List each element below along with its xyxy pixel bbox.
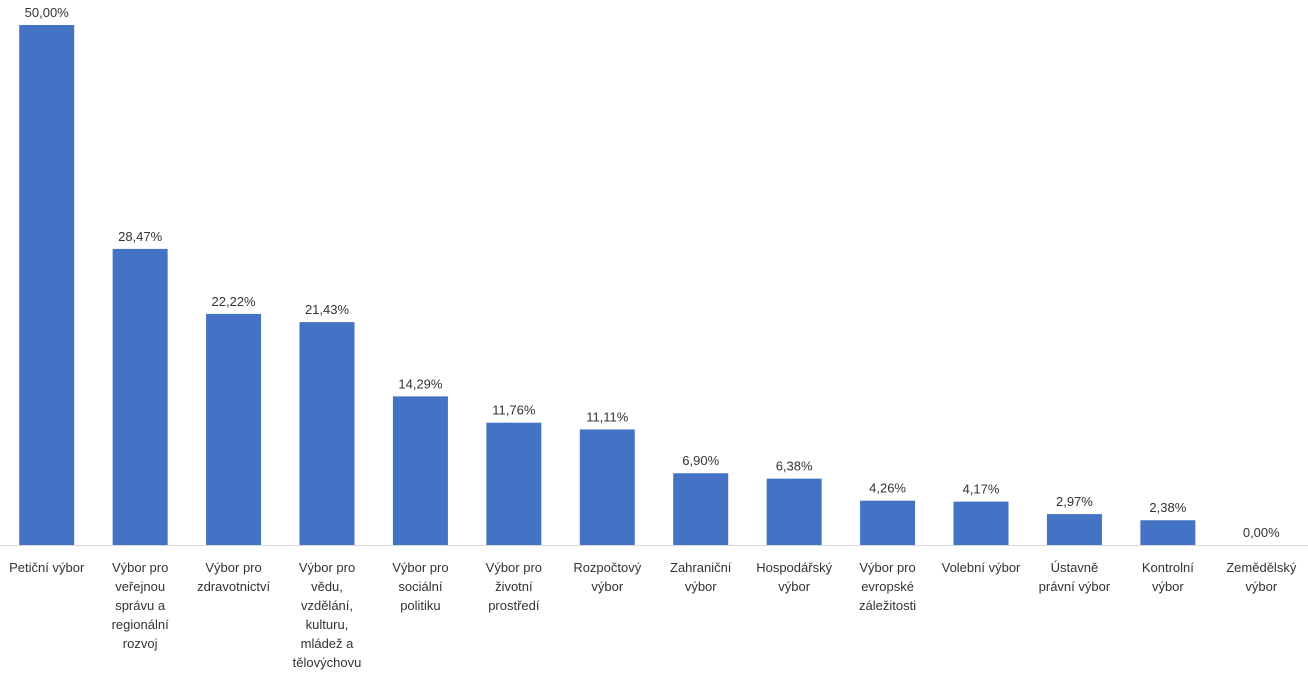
value-label-7: 6,90%: [682, 453, 719, 468]
category-label-line: výbor: [1152, 579, 1184, 594]
category-label-line: veřejnou: [115, 579, 165, 594]
value-label-6: 11,11%: [586, 409, 629, 424]
bar-5: [486, 422, 542, 545]
category-label-line: výbor: [778, 579, 810, 594]
value-label-10: 4,17%: [963, 482, 1000, 497]
category-label-7: Zahraniční výbor: [670, 560, 732, 594]
category-label-line: správu a: [115, 598, 166, 613]
category-label-line: právní výbor: [1039, 579, 1111, 594]
value-label-2: 22,22%: [212, 294, 257, 309]
value-label-11: 2,97%: [1056, 494, 1093, 509]
category-label-line: Výbor pro: [859, 560, 915, 575]
bar-2: [206, 313, 262, 545]
category-label-line: životní: [495, 579, 533, 594]
category-label-line: kulturu,: [306, 617, 349, 632]
category-label-line: Výbor pro: [486, 560, 542, 575]
category-label-4: Výbor pro sociální politiku: [392, 560, 448, 613]
value-label-13: 0,00%: [1243, 525, 1280, 540]
value-label-4: 14,29%: [398, 376, 443, 391]
bar-0: [19, 25, 75, 545]
category-label-line: evropské: [861, 579, 914, 594]
category-label-10: Volební výbor: [942, 560, 1021, 575]
category-label-line: Kontrolní: [1142, 560, 1194, 575]
category-label-line: výbor: [1245, 579, 1277, 594]
category-label-line: výbor: [591, 579, 623, 594]
category-label-line: rozvoj: [123, 636, 158, 651]
category-label-line: Ústavně: [1051, 560, 1099, 575]
value-label-3: 21,43%: [305, 302, 350, 317]
category-label-6: Rozpočtový výbor: [573, 560, 641, 594]
bars-group: [19, 25, 1196, 546]
category-label-line: Volební výbor: [942, 560, 1021, 575]
value-labels-group: 50,00% 28,47% 22,22% 21,43% 14,29% 11,76% 11,1…: [25, 5, 1280, 540]
bar-7: [673, 473, 729, 545]
category-label-line: Výbor pro: [205, 560, 261, 575]
category-label-line: politiku: [400, 598, 440, 613]
category-label-line: Výbor pro: [392, 560, 448, 575]
bar-4: [392, 396, 448, 545]
bar-8: [766, 478, 822, 545]
category-label-line: Zahraniční: [670, 560, 732, 575]
category-label-line: Petiční výbor: [9, 560, 85, 575]
value-label-1: 28,47%: [118, 229, 163, 244]
category-label-line: Výbor pro: [299, 560, 355, 575]
category-label-12: Kontrolní výbor: [1142, 560, 1194, 594]
category-label-line: regionální: [112, 617, 169, 632]
category-label-line: prostředí: [488, 598, 540, 613]
value-label-0: 50,00%: [25, 5, 70, 20]
category-label-9: Výbor pro evropské záležitosti: [859, 560, 916, 613]
category-label-2: Výbor pro zdravotnictví: [197, 560, 270, 594]
category-label-line: mládež a: [301, 636, 355, 651]
value-label-9: 4,26%: [869, 481, 906, 496]
category-label-line: Zemědělský: [1226, 560, 1297, 575]
category-label-0: Petiční výbor: [9, 560, 85, 575]
category-label-line: Hospodářský: [756, 560, 832, 575]
category-label-line: Rozpočtový: [573, 560, 641, 575]
category-label-line: vědu,: [311, 579, 343, 594]
category-label-line: sociální: [398, 579, 442, 594]
bar-1: [112, 248, 168, 546]
bar-3: [299, 322, 355, 545]
category-label-line: záležitosti: [859, 598, 916, 613]
category-label-13: Zemědělský výbor: [1226, 560, 1297, 594]
category-label-3: Výbor pro vědu, vzdělání, kulturu, mládež a t…: [293, 560, 362, 670]
category-labels-group: Petiční výbor Výbor pro veřejnou správu a re…: [9, 560, 1297, 670]
value-label-5: 11,76%: [492, 403, 536, 418]
category-label-11: Ústavně právní výbor: [1039, 560, 1111, 594]
category-label-line: zdravotnictví: [197, 579, 270, 594]
category-label-1: Výbor pro veřejnou správu a regionální rozvo…: [112, 560, 169, 651]
category-label-line: tělovýchovu: [293, 655, 362, 670]
category-label-8: Hospodářský výbor: [756, 560, 832, 594]
category-label-line: vzdělání,: [301, 598, 353, 613]
bar-10: [953, 501, 1009, 545]
category-label-line: Výbor pro: [112, 560, 168, 575]
value-label-12: 2,38%: [1149, 500, 1186, 515]
category-label-5: Výbor pro životní prostředí: [486, 560, 542, 613]
bar-12: [1140, 520, 1196, 545]
value-label-8: 6,38%: [776, 459, 813, 474]
category-label-line: výbor: [685, 579, 717, 594]
bar-9: [860, 500, 916, 545]
bar-11: [1046, 514, 1102, 545]
bar-6: [579, 429, 635, 545]
